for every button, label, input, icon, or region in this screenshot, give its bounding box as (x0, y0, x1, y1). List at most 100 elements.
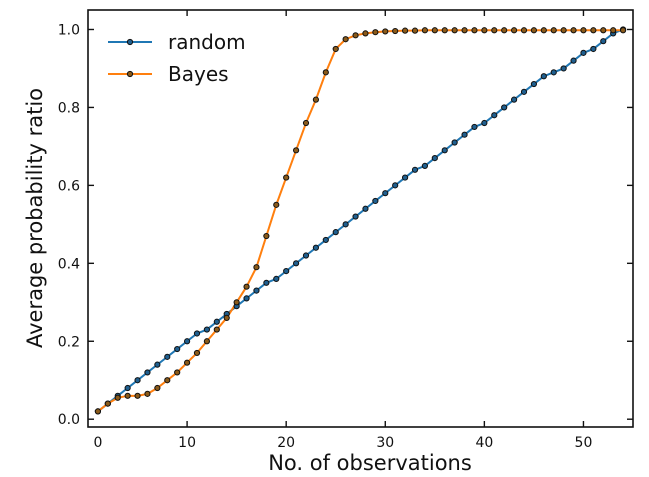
data-point-bayes (333, 46, 338, 51)
data-point-bayes (571, 28, 576, 33)
data-point-bayes (492, 28, 497, 33)
data-point-bayes (95, 409, 100, 414)
data-point-bayes (303, 120, 308, 125)
data-point-random (462, 132, 467, 137)
data-point-random (254, 288, 259, 293)
data-point-random (145, 370, 150, 375)
data-point-bayes (611, 28, 616, 33)
data-point-bayes (601, 28, 606, 33)
data-point-bayes (422, 28, 427, 33)
data-point-random (165, 354, 170, 359)
data-point-random (432, 155, 437, 160)
x-tick-label: 10 (178, 435, 196, 451)
data-point-random (303, 253, 308, 258)
data-point-random (511, 97, 516, 102)
data-point-bayes (452, 28, 457, 33)
data-point-bayes (502, 28, 507, 33)
data-point-random (373, 198, 378, 203)
data-point-bayes (363, 31, 368, 36)
data-point-bayes (264, 233, 269, 238)
data-point-bayes (551, 28, 556, 33)
data-point-bayes (561, 28, 566, 33)
legend-marker-bayes (127, 71, 132, 76)
data-point-random (204, 327, 209, 332)
data-point-bayes (105, 401, 110, 406)
data-point-bayes (234, 300, 239, 305)
y-tick-label: 1.0 (58, 22, 80, 38)
y-axis-label: Average probability ratio (23, 88, 47, 348)
data-point-random (561, 66, 566, 71)
x-tick-label: 50 (575, 435, 593, 451)
data-point-bayes (412, 28, 417, 33)
data-point-random (541, 74, 546, 79)
data-point-random (244, 296, 249, 301)
legend-marker-random (127, 39, 132, 44)
y-tick-label: 0.0 (58, 412, 80, 428)
data-point-random (452, 140, 457, 145)
data-point-random (194, 331, 199, 336)
data-point-bayes (373, 30, 378, 35)
data-point-random (323, 237, 328, 242)
legend-label-bayes: Bayes (168, 62, 229, 86)
data-point-random (531, 81, 536, 86)
data-point-bayes (343, 37, 348, 42)
data-point-random (313, 245, 318, 250)
y-tick-label: 0.2 (58, 334, 80, 350)
legend-label-random: random (168, 30, 246, 54)
data-point-bayes (313, 97, 318, 102)
data-point-random (184, 339, 189, 344)
y-tick-label: 0.4 (58, 256, 80, 272)
data-point-bayes (254, 265, 259, 270)
data-point-bayes (323, 70, 328, 75)
data-point-bayes (541, 28, 546, 33)
data-point-bayes (531, 28, 536, 33)
labels-layer: No. of observations Average probability … (23, 88, 472, 475)
data-point-bayes (274, 202, 279, 207)
data-point-random (333, 230, 338, 235)
data-point-random (363, 206, 368, 211)
data-point-random (274, 276, 279, 281)
data-point-random (135, 378, 140, 383)
data-point-random (293, 261, 298, 266)
data-point-random (551, 70, 556, 75)
x-tick-label: 0 (93, 435, 102, 451)
x-tick-label: 30 (376, 435, 394, 451)
data-point-random (581, 50, 586, 55)
data-point-bayes (135, 393, 140, 398)
data-point-bayes (284, 175, 289, 180)
data-point-bayes (194, 350, 199, 355)
data-point-random (175, 346, 180, 351)
y-tick-label: 0.8 (58, 100, 80, 116)
data-point-random (284, 269, 289, 274)
data-point-bayes (214, 327, 219, 332)
data-point-random (502, 105, 507, 110)
data-point-bayes (393, 28, 398, 33)
data-point-bayes (353, 33, 358, 38)
data-point-bayes (115, 395, 120, 400)
data-point-bayes (244, 284, 249, 289)
data-point-random (383, 191, 388, 196)
data-point-bayes (591, 28, 596, 33)
series-line-random (98, 29, 623, 411)
data-point-bayes (402, 28, 407, 33)
data-point-bayes (145, 391, 150, 396)
data-point-bayes (482, 28, 487, 33)
x-tick-label: 40 (475, 435, 493, 451)
data-point-bayes (383, 29, 388, 34)
data-point-bayes (204, 339, 209, 344)
data-point-bayes (620, 28, 625, 33)
series-line-bayes (98, 30, 623, 411)
data-point-bayes (472, 28, 477, 33)
data-point-bayes (462, 28, 467, 33)
y-tick-label: 0.6 (58, 178, 80, 194)
data-point-random (343, 222, 348, 227)
data-point-random (472, 124, 477, 129)
data-point-random (591, 46, 596, 51)
data-point-bayes (224, 315, 229, 320)
data-point-bayes (175, 370, 180, 375)
legend: random Bayes (108, 30, 246, 86)
data-point-random (571, 58, 576, 63)
data-point-random (492, 113, 497, 118)
x-tick-label: 20 (277, 435, 295, 451)
